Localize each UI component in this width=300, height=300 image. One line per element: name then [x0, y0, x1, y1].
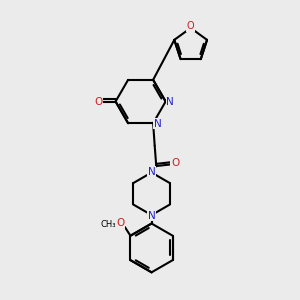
Text: O: O: [116, 218, 124, 228]
Text: CH₃: CH₃: [100, 220, 116, 229]
Text: N: N: [148, 167, 155, 177]
Text: O: O: [94, 97, 103, 106]
Text: O: O: [187, 21, 194, 32]
Text: N: N: [166, 97, 174, 106]
Text: O: O: [171, 158, 179, 168]
Text: N: N: [148, 211, 155, 221]
Text: N: N: [154, 119, 161, 129]
